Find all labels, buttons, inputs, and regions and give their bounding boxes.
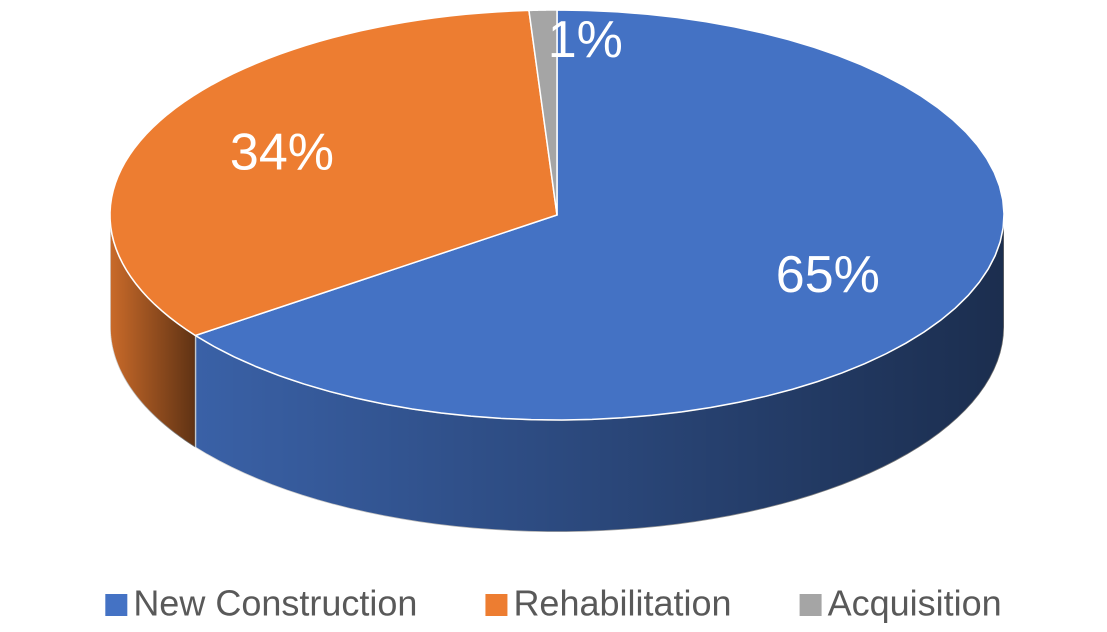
slice <box>193 9 1005 421</box>
data-label: 34% <box>230 123 334 181</box>
legend-label: Rehabilitation <box>513 583 731 624</box>
slice-side-shade <box>195 215 1005 532</box>
data-label: 65% <box>776 246 880 304</box>
legend-label: Acquisition <box>828 583 1002 624</box>
slice <box>109 9 558 337</box>
slice <box>528 9 558 216</box>
legend-label: New Construction <box>133 583 417 624</box>
legend-swatch <box>105 594 128 616</box>
legend-swatch <box>485 594 508 616</box>
slice-side-shade <box>110 215 196 448</box>
data-label: 1% <box>548 11 623 69</box>
legend-swatch <box>799 594 822 616</box>
